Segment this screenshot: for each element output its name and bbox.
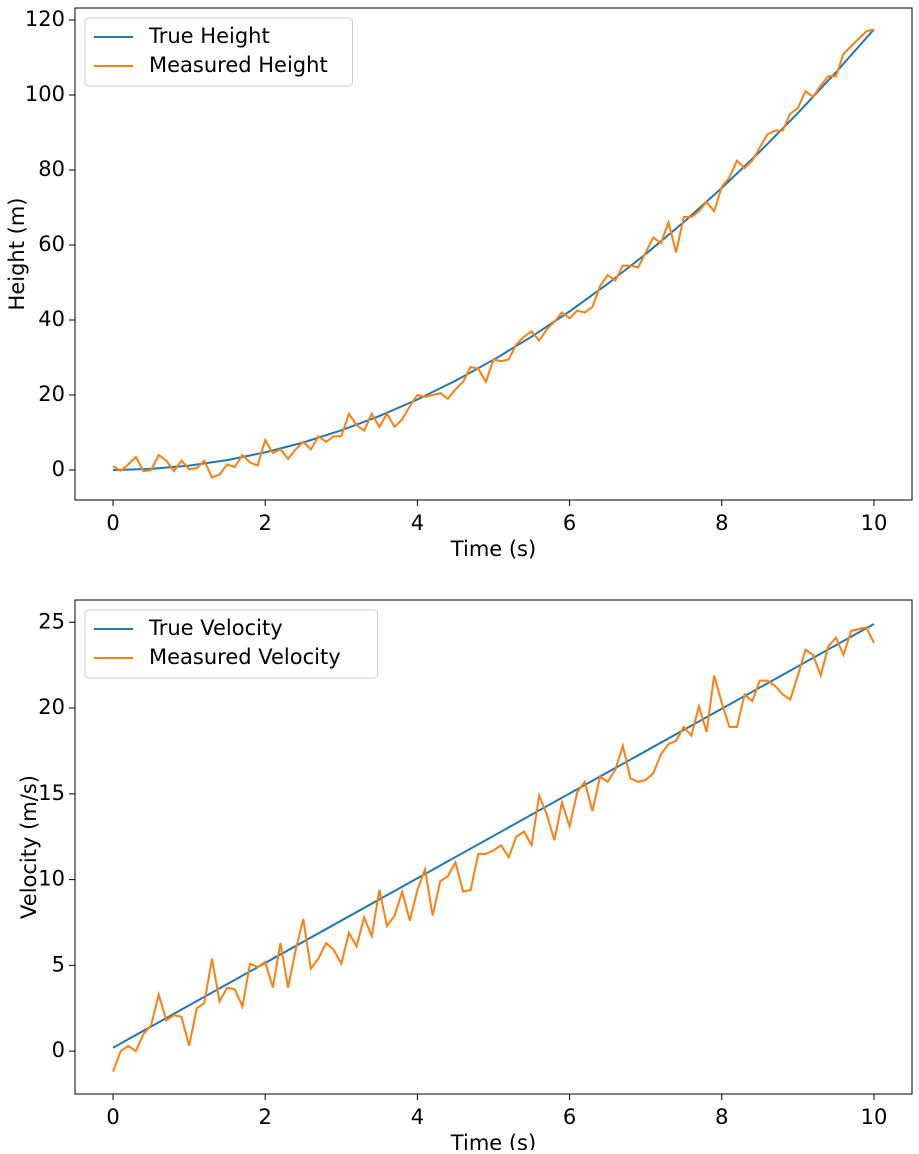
x-tick-label: 8 <box>715 511 728 535</box>
y-tick-label: 60 <box>38 232 65 256</box>
legend-box <box>84 609 378 679</box>
y-tick-label: 0 <box>52 1038 65 1062</box>
data-line <box>112 626 875 1073</box>
axes-frame <box>74 7 913 501</box>
y-tick-label: 40 <box>38 307 65 331</box>
y-tick-label: 15 <box>38 781 65 805</box>
y-tick-label: 5 <box>52 952 65 976</box>
y-axis-label: Velocity (m/s) <box>17 775 41 919</box>
x-tick-label: 4 <box>411 511 424 535</box>
x-tick-label: 0 <box>106 511 119 535</box>
y-tick-label: 120 <box>25 7 65 31</box>
y-tick-label: 80 <box>38 157 65 181</box>
y-tick-label: 25 <box>38 609 65 633</box>
y-tick-label: 10 <box>38 867 65 891</box>
y-axis-label: Height (m) <box>5 198 29 311</box>
legend-label: True Height <box>148 24 270 48</box>
x-axis-label: Time (s) <box>450 537 536 561</box>
x-tick-label: 0 <box>106 1105 119 1129</box>
y-tick-label: 100 <box>25 82 65 106</box>
y-tick-label: 20 <box>38 382 65 406</box>
legend-box <box>84 17 353 87</box>
x-tick-label: 10 <box>861 1105 888 1129</box>
x-tick-label: 10 <box>861 511 888 535</box>
data-line <box>112 28 875 479</box>
data-line <box>113 28 875 471</box>
x-tick-label: 4 <box>411 1105 424 1129</box>
y-tick-label: 20 <box>38 695 65 719</box>
x-tick-label: 8 <box>715 1105 728 1129</box>
axes-frame <box>74 599 913 1095</box>
x-axis-label: Time (s) <box>450 1131 536 1150</box>
y-tick-label: 0 <box>52 457 65 481</box>
x-tick-label: 2 <box>259 511 272 535</box>
x-tick-label: 6 <box>563 1105 576 1129</box>
x-tick-label: 2 <box>259 1105 272 1129</box>
data-line <box>112 623 875 1049</box>
legend-label: Measured Velocity <box>149 645 341 669</box>
x-tick-label: 6 <box>563 511 576 535</box>
legend-label: True Velocity <box>148 616 283 640</box>
legend-label: Measured Height <box>149 53 328 77</box>
